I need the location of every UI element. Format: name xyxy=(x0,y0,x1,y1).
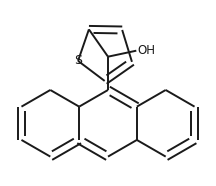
Text: OH: OH xyxy=(138,44,156,57)
Text: S: S xyxy=(74,54,82,67)
